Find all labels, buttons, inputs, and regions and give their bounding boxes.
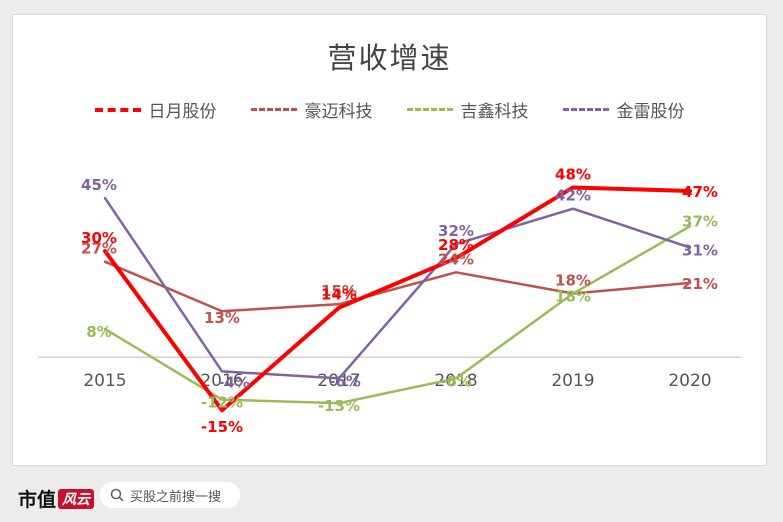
data-label: 42% [555, 187, 591, 205]
legend-item-3: 吉鑫科技 [406, 97, 529, 122]
data-label: 37% [682, 212, 718, 230]
footer-bar: 市值 风云 买股之前搜一搜 [0, 468, 783, 522]
data-label: -12% [201, 394, 243, 412]
data-label: 15% [321, 282, 357, 300]
series-line-2 [103, 260, 692, 313]
legend-swatch-4 [562, 108, 609, 111]
search-icon [110, 488, 124, 502]
legend-swatch-1 [94, 107, 141, 112]
chart-legend: 日月股份 豪迈科技 吉鑫科技 金雷股份 [13, 97, 766, 122]
x-tick-label: 2020 [668, 371, 711, 391]
x-tick-label: 2015 [83, 371, 126, 391]
data-label: 30% [81, 229, 117, 247]
data-label: 48% [555, 165, 591, 183]
chart-title: 营收增速 [327, 41, 452, 75]
data-label: 45% [81, 176, 117, 194]
data-label: -4% [218, 373, 250, 391]
data-label: 32% [438, 222, 474, 240]
data-label: 18% [555, 288, 591, 306]
x-tick-label: 2016 [200, 371, 243, 391]
data-label: 13% [204, 309, 240, 327]
series-line-1 [103, 185, 692, 413]
data-label: 18% [555, 272, 591, 290]
search-placeholder: 买股之前搜一搜 [130, 489, 222, 505]
legend-label-3: 吉鑫科技 [460, 102, 529, 122]
data-label: 27% [81, 240, 117, 258]
legend-label-4: 金雷股份 [616, 102, 685, 122]
data-label: 14% [321, 286, 357, 304]
series-line-4 [103, 196, 692, 380]
chart-card: 营收增速 日月股份 豪迈科技 吉鑫科技 金雷股份 2015 2016 2017 201… [12, 14, 767, 466]
data-label: -15% [201, 418, 243, 436]
x-tick-label: 2018 [434, 371, 477, 391]
plot-area: 2015 2016 2017 2018 2019 2020 27% 13% 15% 24% 18% 2… [38, 165, 741, 436]
x-tick-label: 2017 [317, 371, 360, 391]
data-label: 47% [682, 183, 718, 201]
legend-label-1: 日月股份 [148, 102, 217, 122]
series-line-3 [103, 225, 692, 405]
legend-item-4: 金雷股份 [562, 97, 685, 122]
brand-mark: 风云 [58, 489, 95, 509]
legend-item-2: 豪迈科技 [250, 97, 373, 122]
search-box[interactable]: 买股之前搜一搜 [100, 482, 240, 508]
data-label: -13% [318, 397, 360, 415]
x-tick-label: 2019 [551, 371, 594, 391]
brand-logo[interactable]: 市值 风云 [18, 485, 95, 512]
data-label: 28% [438, 236, 474, 254]
legend-swatch-2 [250, 108, 297, 111]
data-label: 21% [682, 275, 718, 293]
legend-item-1: 日月股份 [94, 97, 217, 122]
data-label: 8% [86, 323, 111, 341]
legend-swatch-3 [406, 108, 453, 111]
legend-label-2: 豪迈科技 [304, 102, 373, 122]
data-label: -6% [329, 372, 361, 390]
data-label: 24% [438, 250, 474, 268]
brand-name: 市值 [18, 489, 57, 511]
data-label: 31% [682, 242, 718, 260]
data-label: -6% [440, 372, 472, 390]
